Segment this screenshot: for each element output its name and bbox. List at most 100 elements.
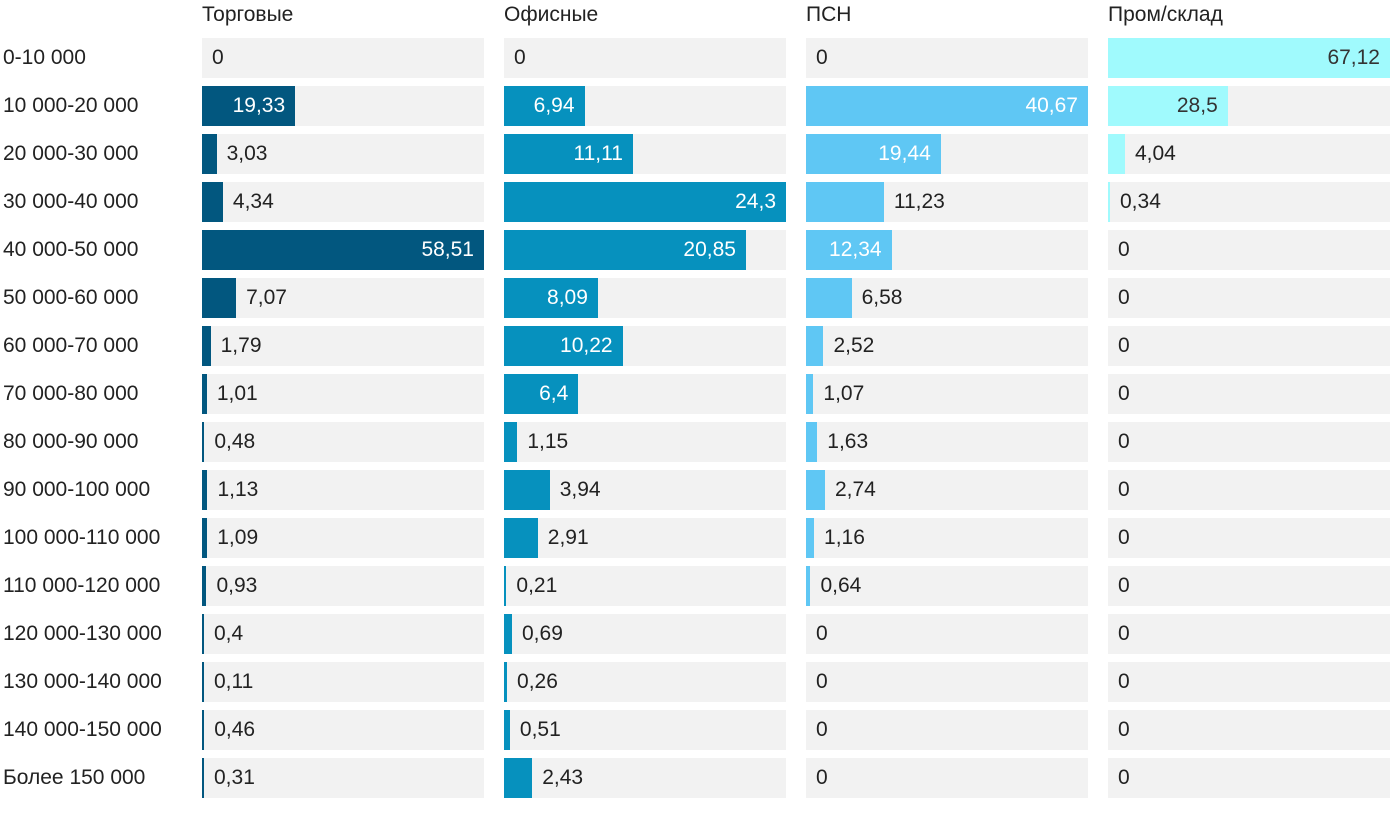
bar-track: 24,3: [504, 182, 786, 222]
bar-track: 10,22: [504, 326, 786, 366]
bar-track: 1,01: [202, 374, 484, 414]
bar: [504, 278, 598, 318]
bar: [202, 422, 205, 462]
bar: [504, 230, 746, 270]
data-label: 19,33: [232, 94, 286, 117]
bar-track: 0,64: [806, 566, 1088, 606]
bar: [202, 662, 204, 702]
bar: [202, 278, 237, 318]
bar: [806, 566, 811, 606]
bar-track: 0,21: [504, 566, 786, 606]
bar-track: 40,67: [806, 86, 1088, 126]
data-label: 2,91: [547, 526, 589, 549]
data-label: 3,94: [559, 478, 601, 501]
row-label: 130 000-140 000: [3, 670, 162, 693]
data-label: 0,48: [214, 430, 256, 453]
row-label: 40 000-50 000: [3, 238, 139, 261]
data-label: 1,01: [216, 382, 258, 405]
row-label: 20 000-30 000: [3, 142, 139, 165]
data-label: 28,5: [1176, 94, 1218, 117]
bar: [806, 134, 941, 174]
bar: [806, 278, 852, 318]
data-label: 0,31: [214, 766, 255, 789]
row-label: 110 000-120 000: [3, 574, 161, 597]
bar-track: 1,79: [202, 326, 484, 366]
bar-track: 7,07: [202, 278, 484, 318]
row-label: 10 000-20 000: [3, 94, 139, 117]
bar: [806, 326, 824, 366]
bar: [806, 182, 884, 222]
data-label: 19,44: [878, 142, 931, 165]
bar-track: 0,34: [1108, 182, 1390, 222]
bar: [504, 134, 633, 174]
data-label: 0,26: [517, 670, 558, 693]
bar: [504, 86, 585, 126]
bar-track: 0: [1108, 566, 1390, 606]
data-label: 40,67: [1025, 94, 1078, 117]
bar-track: 0: [1108, 710, 1390, 750]
data-label: 7,07: [246, 286, 287, 309]
series-title: Пром/склад: [1108, 3, 1223, 26]
bar: [504, 566, 507, 606]
data-label: 4,34: [232, 190, 274, 213]
bar-track: 0: [1108, 614, 1390, 654]
bar-track: 0: [1108, 278, 1390, 318]
bar-track: 8,09: [504, 278, 786, 318]
bar-track: 3,03: [202, 134, 484, 174]
bar-track: 0,11: [202, 662, 484, 702]
data-label: 20,85: [683, 238, 736, 261]
bar-track: 28,5: [1108, 86, 1390, 126]
data-label: 0: [1118, 382, 1130, 405]
bar-track: 67,12: [1108, 38, 1390, 78]
data-label: 11,11: [573, 142, 623, 165]
data-label: 0: [1118, 238, 1130, 261]
data-label: 0,69: [522, 622, 563, 645]
bar-track: 6,94: [504, 86, 786, 126]
bar: [202, 518, 208, 558]
data-label: 0: [1118, 574, 1130, 597]
bar-track: 1,13: [202, 470, 484, 510]
data-label: 0: [816, 622, 828, 645]
data-label: 0: [816, 670, 828, 693]
data-label: 3,03: [226, 142, 268, 165]
data-label: 0: [1118, 526, 1130, 549]
bar-track: 0: [1108, 422, 1390, 462]
bar: [806, 86, 1088, 126]
bar: [806, 422, 818, 462]
bar: [1108, 134, 1125, 174]
data-label: 0: [1118, 286, 1130, 309]
row-label: 0-10 000: [3, 46, 86, 69]
bar-track: 0,48: [202, 422, 484, 462]
data-label: 0: [514, 46, 526, 69]
series-title: ПСН: [806, 3, 852, 26]
data-label: 0: [1118, 478, 1130, 501]
bar: [1108, 86, 1228, 126]
bar-track: 0,31: [202, 758, 484, 798]
data-label: 0: [1118, 670, 1130, 693]
data-label: 2,52: [833, 334, 875, 357]
data-label: 0: [1118, 766, 1130, 789]
data-label: 1,07: [823, 382, 865, 405]
bar-track: 0: [1108, 662, 1390, 702]
data-label: 1,79: [220, 334, 262, 357]
data-label: 12,34: [829, 238, 882, 261]
bar-track: 1,15: [504, 422, 786, 462]
data-label: 0,34: [1120, 190, 1161, 213]
data-label: 1,09: [217, 526, 259, 549]
bar: [202, 230, 484, 270]
bar: [202, 758, 204, 798]
bar-track: 0: [1108, 758, 1390, 798]
bar-track: 1,07: [806, 374, 1088, 414]
data-label: 0,51: [519, 718, 561, 741]
bar: [202, 374, 207, 414]
data-label: 0: [1118, 718, 1130, 741]
row-label: 120 000-130 000: [3, 622, 162, 645]
bar-track: 4,04: [1108, 134, 1390, 174]
bar-track: 0,93: [202, 566, 484, 606]
bar-track: 0: [806, 38, 1088, 78]
row-label: 140 000-150 000: [3, 718, 162, 741]
bar: [504, 758, 533, 798]
data-label: 1,63: [827, 430, 869, 453]
bar-track: 3,94: [504, 470, 786, 510]
data-label: 0: [816, 46, 828, 69]
